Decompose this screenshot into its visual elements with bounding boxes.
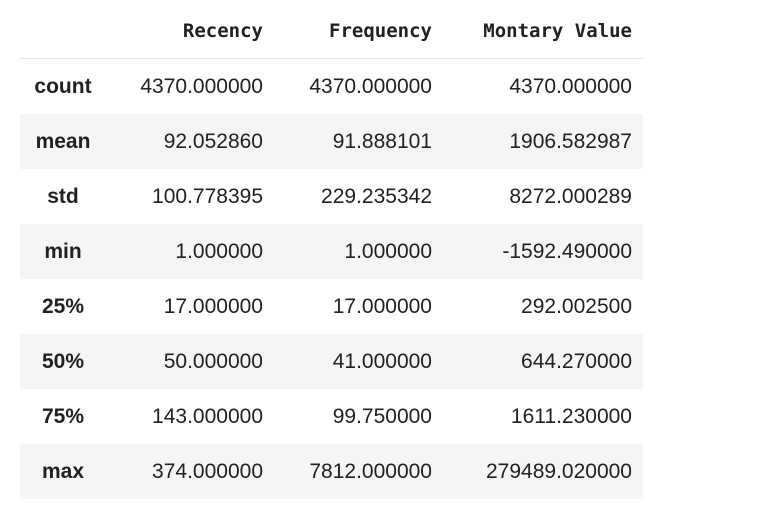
cell-monetary-value: 644.270000 xyxy=(521,349,632,373)
cell-monetary-value: 8272.000289 xyxy=(509,184,632,208)
cell-recency: 17.000000 xyxy=(163,294,263,318)
row-label: mean xyxy=(35,129,91,153)
row-label: min xyxy=(44,239,82,263)
cell-frequency: 229.235342 xyxy=(321,184,432,208)
table-row-max: max 374.000000 7812.000000 279489.020000 xyxy=(20,444,643,499)
cell-recency: 374.000000 xyxy=(152,459,263,483)
row-label: count xyxy=(34,74,92,98)
cell-frequency: 7812.000000 xyxy=(309,459,432,483)
table-row-min: min 1.000000 1.000000 -1592.490000 xyxy=(20,224,643,279)
table-row-25-percent: 25% 17.000000 17.000000 292.002500 xyxy=(20,279,643,334)
row-label: std xyxy=(47,184,79,208)
cell-recency: 100.778395 xyxy=(152,184,263,208)
cell-monetary-value: 279489.020000 xyxy=(486,459,632,483)
cell-frequency: 17.000000 xyxy=(332,294,432,318)
column-header-frequency: Frequency xyxy=(329,20,432,42)
column-header-recency: Recency xyxy=(182,20,263,42)
header-divider xyxy=(20,58,643,59)
cell-monetary-value: 1906.582987 xyxy=(509,129,632,153)
cell-frequency: 91.888101 xyxy=(332,129,432,153)
table-row-50-percent: 50% 50.000000 41.000000 644.270000 xyxy=(20,334,643,389)
row-label: 50% xyxy=(41,349,85,373)
cell-monetary-value: 4370.000000 xyxy=(509,74,632,98)
cell-recency: 143.000000 xyxy=(152,404,263,428)
cell-recency: 92.052860 xyxy=(163,129,263,153)
table-row-75-percent: 75% 143.000000 99.750000 1611.230000 xyxy=(20,389,643,444)
table-row-mean: mean 92.052860 91.888101 1906.582987 xyxy=(20,114,643,169)
cell-monetary-value: 292.002500 xyxy=(521,294,632,318)
row-label: 25% xyxy=(41,294,85,318)
cell-monetary-value: -1592.490000 xyxy=(502,239,632,263)
cell-monetary-value: 1611.230000 xyxy=(510,404,632,428)
cell-recency: 1.000000 xyxy=(175,239,263,263)
cell-frequency: 99.750000 xyxy=(332,404,432,428)
cell-recency: 4370.000000 xyxy=(140,74,263,98)
cell-recency: 50.000000 xyxy=(163,349,263,373)
table-row-count: count 4370.000000 4370.000000 4370.00000… xyxy=(20,59,643,114)
cell-frequency: 4370.000000 xyxy=(309,74,432,98)
table-header-row: Recency Frequency Montary Value xyxy=(20,4,643,58)
table-row-std: std 100.778395 229.235342 8272.000289 xyxy=(20,169,643,224)
column-header-monetary-value: Montary Value xyxy=(483,20,632,42)
cell-frequency: 41.000000 xyxy=(332,349,432,373)
row-label: max xyxy=(41,459,85,483)
cell-frequency: 1.000000 xyxy=(344,239,432,263)
row-label: 75% xyxy=(41,404,85,428)
describe-table: Recency Frequency Montary Value count 43… xyxy=(20,4,643,499)
